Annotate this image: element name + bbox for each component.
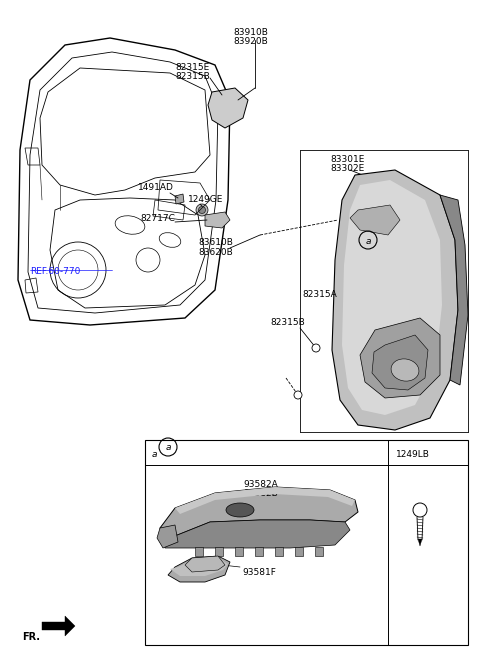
Text: 1491AD: 1491AD — [138, 183, 174, 192]
Polygon shape — [175, 487, 355, 514]
Polygon shape — [295, 547, 303, 556]
Text: 83302E: 83302E — [330, 164, 364, 173]
Text: FR.: FR. — [22, 632, 40, 642]
Text: 83620B: 83620B — [198, 248, 233, 257]
Text: 1249GE: 1249GE — [188, 195, 223, 204]
Ellipse shape — [391, 359, 419, 381]
Circle shape — [312, 344, 320, 352]
Polygon shape — [205, 212, 230, 228]
Polygon shape — [255, 547, 263, 556]
Text: 83910B: 83910B — [233, 28, 268, 37]
Text: 93582A: 93582A — [243, 480, 278, 489]
Circle shape — [196, 204, 208, 216]
Text: 82315A: 82315A — [302, 290, 337, 299]
Polygon shape — [342, 180, 442, 415]
Polygon shape — [235, 547, 243, 556]
Text: 1249LB: 1249LB — [396, 450, 430, 459]
Polygon shape — [332, 170, 458, 430]
Text: 83301E: 83301E — [330, 155, 364, 164]
Polygon shape — [185, 556, 225, 572]
Polygon shape — [175, 194, 184, 204]
Text: a: a — [365, 237, 371, 246]
Text: 83610B: 83610B — [198, 238, 233, 247]
Text: 82315E: 82315E — [175, 63, 209, 72]
Polygon shape — [315, 547, 323, 556]
Circle shape — [199, 206, 205, 214]
Polygon shape — [360, 318, 440, 398]
Text: 93581F: 93581F — [242, 568, 276, 577]
Text: REF.60-770: REF.60-770 — [30, 267, 80, 276]
Polygon shape — [165, 520, 350, 548]
Text: a: a — [165, 443, 171, 453]
Text: 82315B: 82315B — [270, 318, 305, 327]
Polygon shape — [195, 547, 203, 556]
Polygon shape — [42, 616, 75, 636]
Polygon shape — [170, 558, 228, 576]
Polygon shape — [157, 525, 178, 548]
Text: 83920B: 83920B — [233, 37, 268, 46]
Polygon shape — [350, 205, 400, 235]
Circle shape — [413, 503, 427, 517]
Ellipse shape — [226, 503, 254, 517]
Polygon shape — [418, 539, 422, 546]
Polygon shape — [440, 195, 468, 385]
Polygon shape — [215, 547, 223, 556]
Circle shape — [294, 391, 302, 399]
Polygon shape — [275, 547, 283, 556]
Text: 82315B: 82315B — [175, 72, 210, 81]
Polygon shape — [372, 335, 428, 390]
Polygon shape — [208, 88, 248, 128]
Polygon shape — [160, 487, 358, 540]
Text: 93582B: 93582B — [243, 489, 278, 498]
Text: 82717C: 82717C — [140, 214, 175, 223]
Polygon shape — [168, 556, 230, 582]
Text: a: a — [152, 450, 157, 459]
